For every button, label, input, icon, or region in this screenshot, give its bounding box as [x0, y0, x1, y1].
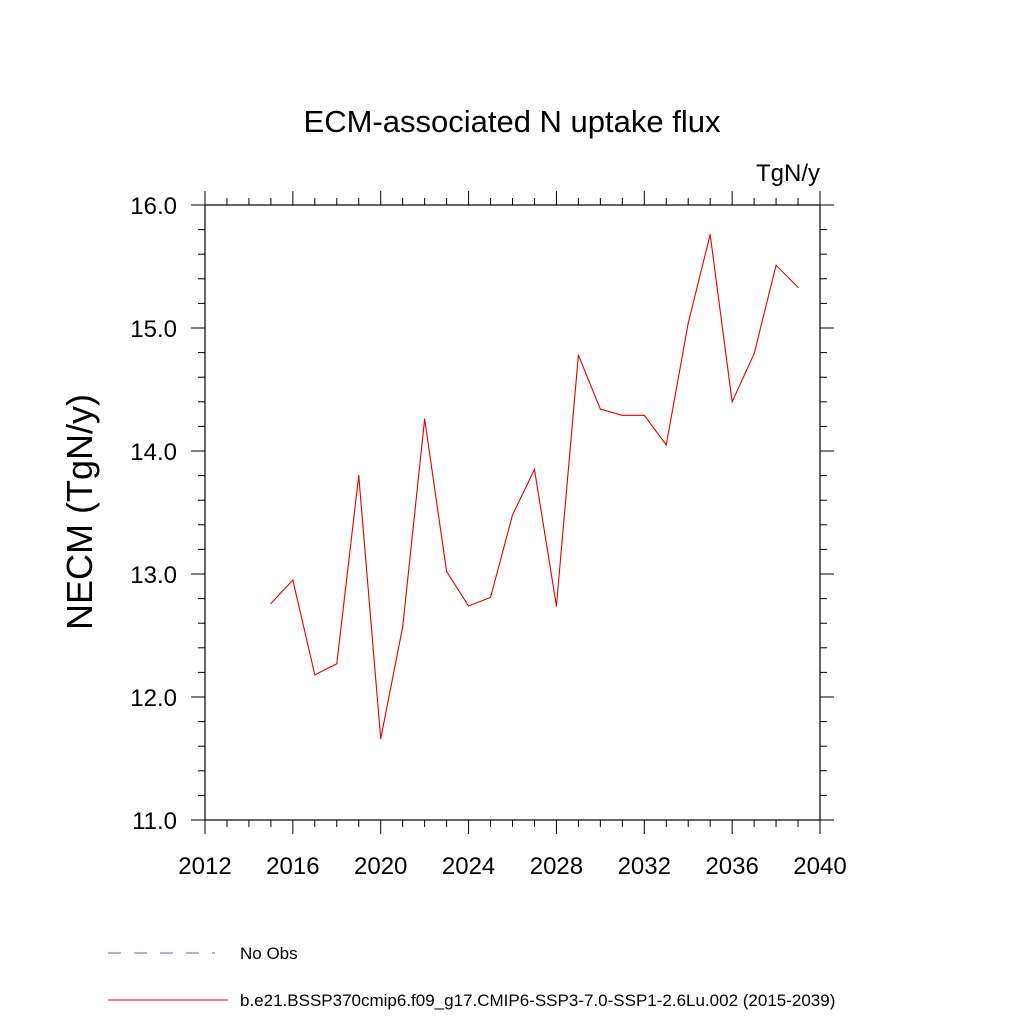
series-point: [402, 626, 404, 628]
series-point: [599, 408, 601, 410]
plot-frame: [204, 204, 821, 821]
series-point: [467, 605, 470, 607]
x-tick-label: 2036: [705, 853, 758, 880]
series-point: [336, 663, 338, 665]
series-point: [797, 286, 799, 289]
x-tick-label: 2032: [618, 853, 671, 880]
series-point: [665, 444, 667, 446]
y-tick-label: 11.0: [132, 808, 177, 835]
legend-label-model: b.e21.BSSP370cmip6.f09_g17.CMIP6-SSP3-7.…: [240, 991, 835, 1010]
series-point: [292, 579, 294, 581]
series-point: [446, 570, 448, 573]
series-layer: [270, 233, 799, 740]
series-point: [555, 605, 558, 607]
legend: No Obs b.e21.BSSP370cmip6.f09_g17.CMIP6-…: [108, 944, 835, 1010]
y-axis-label: NECM (TgN/y): [59, 394, 100, 630]
y-tick-label: 15.0: [130, 316, 177, 343]
series-point: [731, 401, 733, 403]
legend-label-no-obs: No Obs: [240, 944, 298, 963]
x-tick-label: 2020: [354, 853, 407, 880]
y-tick-label: 14.0: [130, 439, 177, 466]
x-tick-label: 2024: [442, 853, 495, 880]
series-point: [643, 414, 645, 416]
series-point: [424, 418, 426, 420]
x-tick-label: 2016: [266, 853, 319, 880]
series-point: [621, 414, 623, 416]
series-point: [753, 353, 755, 355]
axis-tick-labels: 2012 2016 2020 2024 2028 2032 2036 2040 11.0 12.0…: [130, 193, 846, 880]
chart-title: ECM-associated N uptake flux: [304, 104, 721, 139]
series-point: [358, 475, 360, 477]
series-point: [270, 602, 272, 605]
series-point: [511, 514, 514, 516]
x-tick-label: 2012: [178, 853, 231, 880]
series-point: [489, 596, 492, 598]
y-tick-label: 12.0: [130, 685, 177, 712]
x-tick-label: 2028: [530, 853, 583, 880]
x-tick-label: 2040: [793, 853, 846, 880]
series-point: [577, 354, 579, 356]
axis-ticks: [191, 191, 834, 834]
series-point: [687, 322, 689, 324]
series-point: [775, 264, 777, 266]
series-point: [709, 233, 711, 236]
series-point: [380, 738, 382, 740]
y-tick-label: 13.0: [130, 562, 177, 589]
units-label: TgN/y: [756, 160, 820, 187]
series-line: [270, 234, 799, 739]
series-point: [314, 674, 316, 676]
series-point: [533, 468, 536, 471]
y-tick-label: 16.0: [130, 193, 177, 220]
